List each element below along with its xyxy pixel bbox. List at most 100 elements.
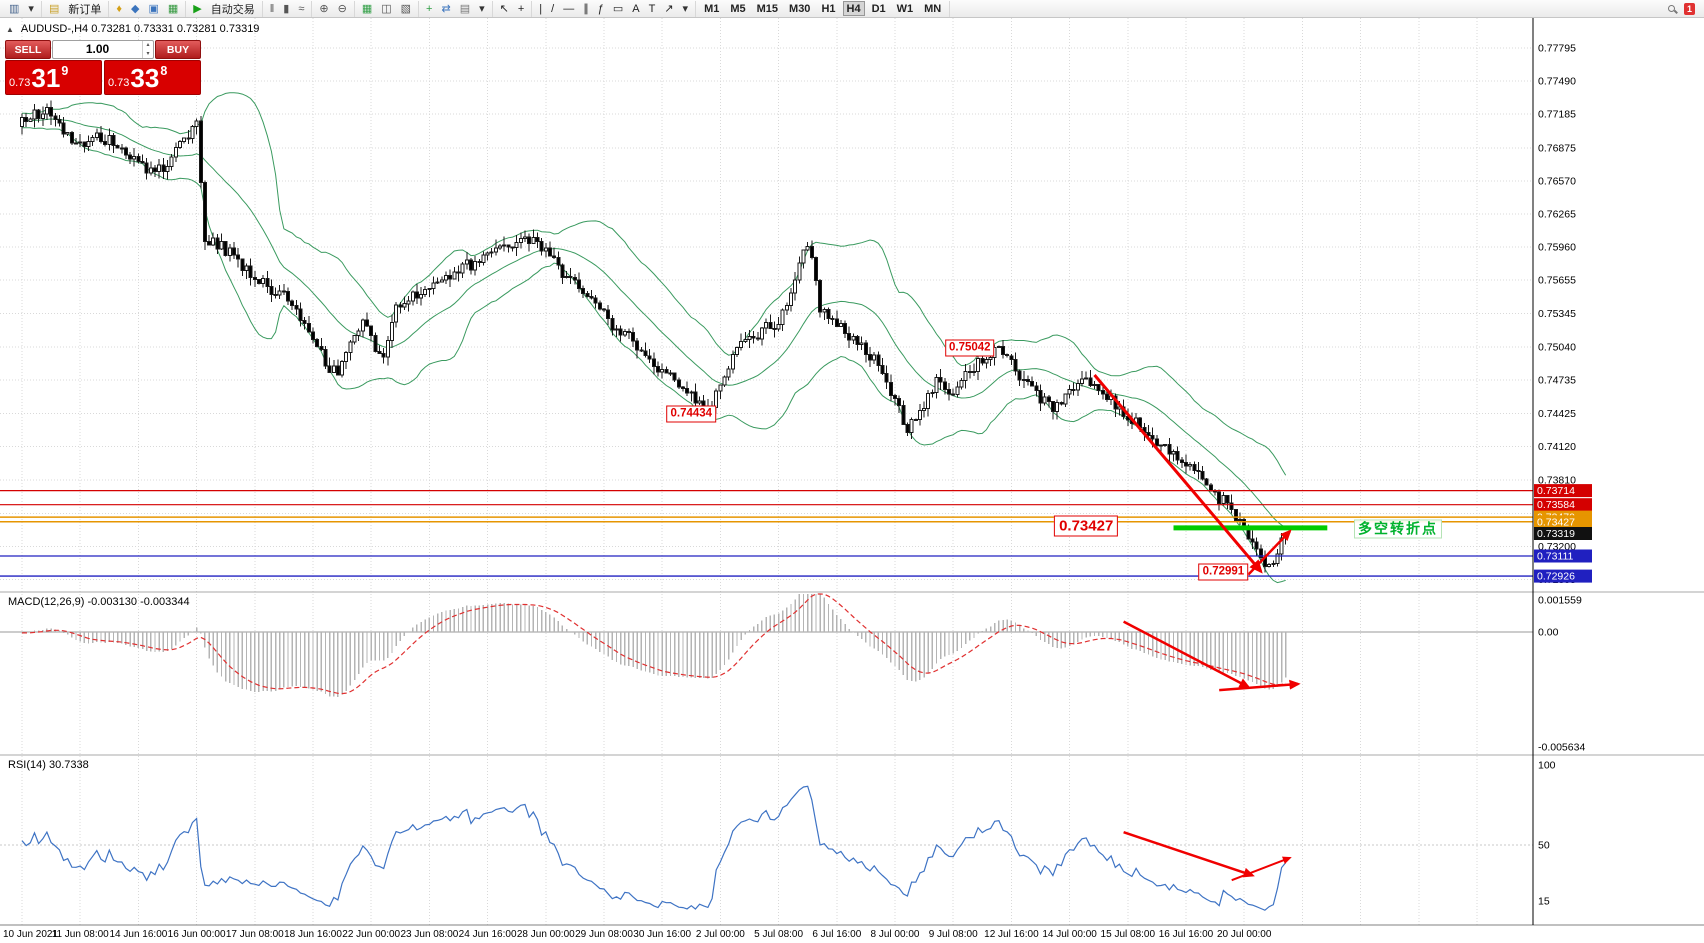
- new-chart-icon-glyph: +: [426, 2, 433, 15]
- panel-separators: [0, 18, 1704, 926]
- terminal-icon[interactable]: ▣: [145, 1, 161, 16]
- svg-text:16 Jun 00:00: 16 Jun 00:00: [168, 929, 226, 940]
- sell-price-sup: 9: [61, 64, 69, 78]
- zoom-out-icon[interactable]: ⊖: [335, 1, 350, 16]
- navigator-icon[interactable]: ♦: [113, 1, 125, 16]
- vertical-line-icon[interactable]: |: [536, 1, 545, 16]
- strategy-tester-icon-glyph: ▦: [167, 2, 179, 15]
- rsi-bounce-arrow[interactable]: [1231, 856, 1292, 882]
- tf-d1[interactable]: D1: [868, 1, 890, 16]
- fibonacci-icon[interactable]: ƒ: [595, 1, 607, 16]
- text-icon[interactable]: A: [629, 1, 642, 16]
- svg-text:0.77185: 0.77185: [1538, 109, 1576, 121]
- tf-m30-label: M30: [789, 2, 811, 15]
- tf-h4[interactable]: H4: [842, 1, 865, 16]
- templates-caret-icon[interactable]: ▾: [476, 1, 488, 16]
- main-downtrend-arrow[interactable]: [1093, 374, 1263, 574]
- tf-m5[interactable]: M5: [726, 1, 749, 16]
- autotrading-play-icon-glyph: ▶: [193, 2, 202, 15]
- notification-badge[interactable]: 1: [1681, 1, 1698, 16]
- navigator-icon-glyph: ♦: [116, 2, 122, 15]
- svg-text:12 Jul 16:00: 12 Jul 16:00: [984, 929, 1039, 940]
- channel-icon-glyph: ∥: [583, 2, 589, 15]
- tf-w1[interactable]: W1: [893, 1, 918, 16]
- arrows-caret-icon[interactable]: ▾: [680, 1, 692, 16]
- svg-text:15: 15: [1538, 896, 1550, 908]
- magnifier-glass-icon: [1667, 5, 1675, 12]
- macd-indicator-label: MACD(12,26,9) -0.003130 -0.003344: [8, 596, 190, 608]
- bar-chart-icon-glyph: ‖: [269, 2, 275, 15]
- trendline-icon[interactable]: /: [548, 1, 557, 16]
- svg-text:0.76570: 0.76570: [1538, 175, 1576, 187]
- buy-button[interactable]: BUY: [155, 40, 201, 59]
- sell-price-big: 31: [31, 63, 61, 93]
- price-tag-0.73111: [1534, 549, 1592, 563]
- refresh-icon[interactable]: ⇄: [438, 1, 453, 16]
- autotrading-play-icon[interactable]: ▶: [190, 1, 204, 16]
- svg-text:0.75655: 0.75655: [1538, 275, 1576, 287]
- tile-windows-icon[interactable]: ▦: [359, 1, 375, 16]
- channel-icon[interactable]: ∥: [580, 1, 592, 16]
- zoom-in-icon-glyph: ⊕: [319, 2, 329, 15]
- search-icon[interactable]: [1665, 1, 1678, 16]
- autotrading-button[interactable]: 自动交易: [208, 1, 258, 16]
- svg-text:11 Jun 08:00: 11 Jun 08:00: [52, 929, 110, 940]
- bar-chart-icon[interactable]: ‖: [267, 1, 278, 16]
- toolbar-group-new-order: ▤ 新订单: [42, 0, 110, 17]
- tf-mn[interactable]: MN: [920, 1, 945, 16]
- sell-button[interactable]: SELL: [5, 40, 51, 59]
- svg-text:0.76265: 0.76265: [1538, 208, 1576, 220]
- strategy-tester-icon[interactable]: ▦: [165, 1, 181, 16]
- volume-input[interactable]: 1.00 ▴ ▾: [52, 40, 154, 59]
- svg-text:0.74120: 0.74120: [1538, 441, 1576, 453]
- templates-icon[interactable]: ▤: [457, 1, 473, 16]
- zoom-in-icon[interactable]: ⊕: [316, 1, 331, 16]
- crosshair-icon[interactable]: +: [515, 1, 527, 16]
- templates-icon-glyph: ▤: [459, 2, 471, 15]
- sell-price-button[interactable]: 0.73 31 9: [5, 60, 102, 95]
- new-chart-icon[interactable]: +: [423, 1, 435, 16]
- rsi-down-arrow[interactable]: [1123, 831, 1255, 878]
- shapes-icon[interactable]: ▭: [610, 1, 626, 16]
- svg-text:0.75345: 0.75345: [1538, 308, 1576, 320]
- tf-h1[interactable]: H1: [817, 1, 839, 16]
- cursor-icon[interactable]: ↖: [497, 1, 512, 16]
- volume-value[interactable]: 1.00: [85, 42, 110, 56]
- collapse-panel-icon[interactable]: ▲: [6, 24, 14, 34]
- arrows-tool-icon[interactable]: ↗: [661, 1, 676, 16]
- chart-window-icon-glyph: ▥: [9, 2, 20, 15]
- autotrading-button-label: 自动交易: [210, 3, 255, 16]
- market-watch-icon[interactable]: ◆: [128, 1, 142, 16]
- volume-down-icon[interactable]: ▾: [146, 50, 150, 57]
- tf-d1-label: D1: [871, 2, 886, 15]
- new-order-icon[interactable]: ▤: [46, 1, 62, 16]
- line-chart-icon[interactable]: ≈: [295, 1, 307, 16]
- horizontal-line-icon[interactable]: —: [560, 1, 577, 16]
- macd-flat-arrow[interactable]: [1219, 679, 1301, 692]
- arrange-windows-icon[interactable]: ▧: [398, 1, 414, 16]
- main-bounce-arrow[interactable]: [1247, 529, 1292, 576]
- label-icon[interactable]: T: [646, 1, 659, 16]
- price-tag-0.73584: [1534, 498, 1592, 512]
- macd-down-arrow[interactable]: [1123, 620, 1251, 689]
- svg-text:24 Jun 16:00: 24 Jun 16:00: [459, 929, 517, 940]
- svg-text:-0.005634: -0.005634: [1538, 742, 1585, 754]
- chart-window-icon[interactable]: ▥: [6, 1, 22, 16]
- candlestick-chart-icon[interactable]: ▮: [280, 1, 292, 16]
- price-axis[interactable]: 0.77795 0.77490 0.77185 0.76875 0.76570 0.762…: [1534, 43, 1592, 908]
- svg-text:0.73584: 0.73584: [1537, 499, 1575, 511]
- tf-m15[interactable]: M15: [753, 1, 782, 16]
- svg-text:0.76875: 0.76875: [1538, 142, 1576, 154]
- tf-m1[interactable]: M1: [700, 1, 723, 16]
- chart-window-caret-icon[interactable]: ▾: [25, 1, 37, 16]
- cascade-windows-icon[interactable]: ◫: [378, 1, 394, 16]
- tf-m30[interactable]: M30: [785, 1, 814, 16]
- svg-text:0.77795: 0.77795: [1538, 43, 1576, 55]
- rsi-line: [21, 785, 1287, 911]
- buy-price-button[interactable]: 0.73 33 8: [104, 60, 201, 95]
- horizontal-lines: [0, 490, 1533, 577]
- new-order-button[interactable]: 新订单: [65, 1, 104, 16]
- volume-up-icon[interactable]: ▴: [146, 42, 150, 48]
